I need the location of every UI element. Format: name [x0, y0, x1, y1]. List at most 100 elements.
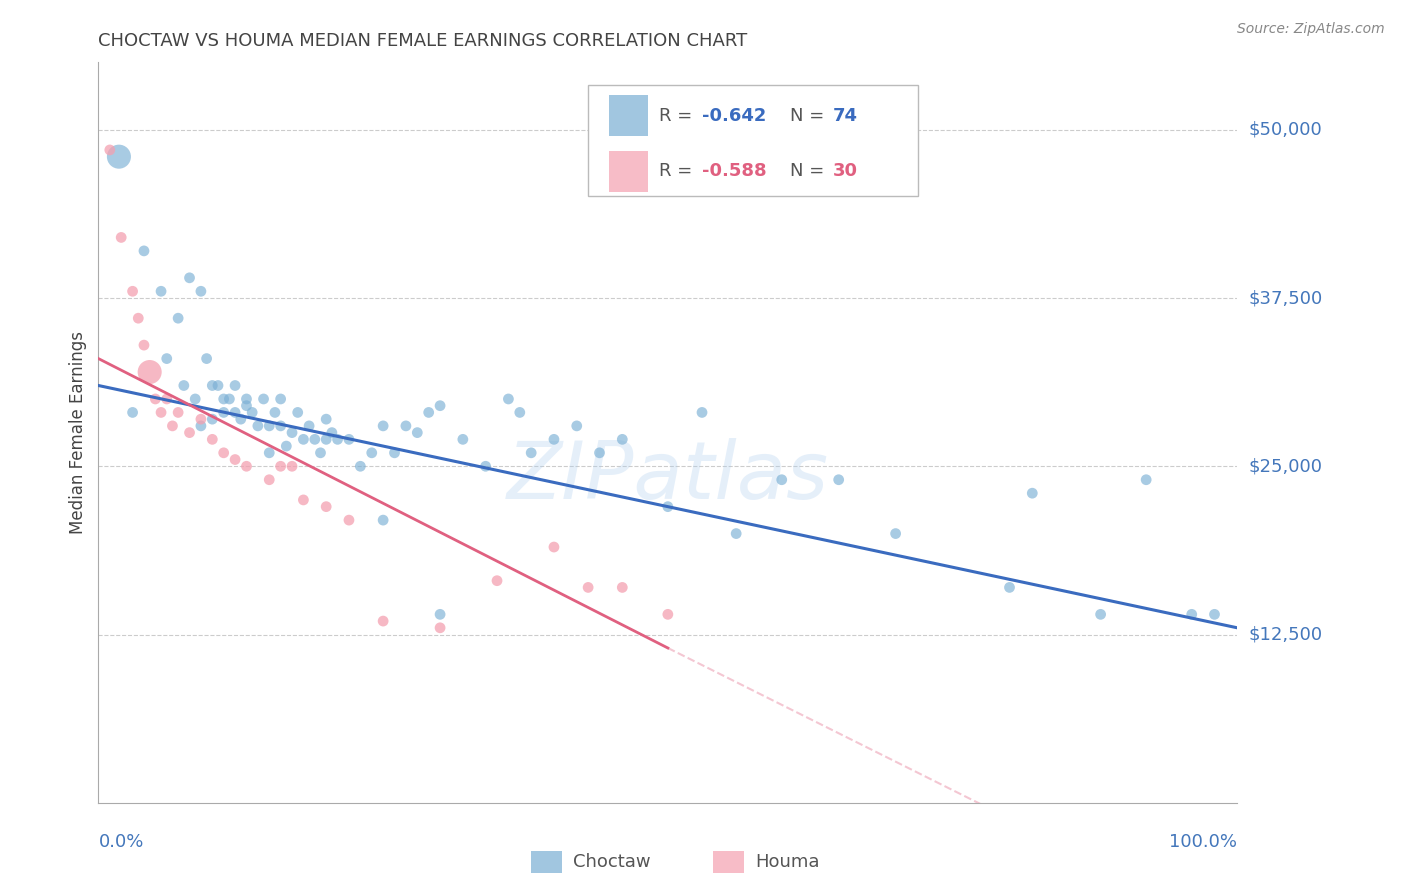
- Point: [321, 425, 343, 440]
- Point: [292, 433, 315, 447]
- Point: [395, 418, 418, 433]
- Point: [371, 513, 394, 527]
- Point: [292, 492, 315, 507]
- Point: [167, 311, 190, 326]
- Point: [138, 365, 160, 379]
- Point: [201, 412, 224, 426]
- Point: [108, 150, 131, 164]
- Point: [167, 405, 190, 419]
- Point: [690, 405, 713, 419]
- Point: [770, 473, 793, 487]
- Text: $25,000: $25,000: [1249, 458, 1323, 475]
- Point: [173, 378, 195, 392]
- Point: [612, 581, 634, 595]
- Point: [474, 459, 496, 474]
- Point: [406, 425, 429, 440]
- Point: [121, 285, 143, 299]
- Point: [543, 540, 565, 554]
- Point: [371, 418, 394, 433]
- Point: [315, 412, 337, 426]
- Point: [287, 405, 309, 419]
- Point: [1090, 607, 1112, 622]
- Point: [498, 392, 520, 406]
- Point: [132, 338, 155, 352]
- Point: [429, 607, 451, 622]
- Point: [259, 418, 281, 433]
- Point: [429, 621, 451, 635]
- Text: -0.642: -0.642: [702, 107, 766, 125]
- Y-axis label: Median Female Earnings: Median Female Earnings: [69, 331, 87, 534]
- Point: [270, 459, 292, 474]
- Point: [576, 581, 599, 595]
- Point: [281, 459, 304, 474]
- Point: [110, 230, 132, 244]
- Text: N =: N =: [790, 162, 830, 180]
- Point: [121, 405, 143, 419]
- Point: [326, 433, 349, 447]
- Point: [588, 446, 610, 460]
- Text: ZIPatlas: ZIPatlas: [506, 438, 830, 516]
- Point: [212, 446, 235, 460]
- Point: [190, 418, 212, 433]
- Text: 30: 30: [832, 162, 858, 180]
- Point: [162, 418, 184, 433]
- Point: [235, 459, 257, 474]
- Point: [337, 513, 360, 527]
- Point: [184, 392, 207, 406]
- Text: R =: R =: [659, 107, 697, 125]
- FancyBboxPatch shape: [713, 851, 744, 873]
- Point: [259, 446, 281, 460]
- FancyBboxPatch shape: [609, 95, 648, 136]
- Point: [224, 405, 246, 419]
- Point: [190, 412, 212, 426]
- Point: [190, 285, 212, 299]
- Point: [884, 526, 907, 541]
- Point: [264, 405, 287, 419]
- Point: [259, 473, 281, 487]
- FancyBboxPatch shape: [588, 85, 918, 195]
- Point: [429, 399, 451, 413]
- Point: [309, 446, 332, 460]
- Text: 0.0%: 0.0%: [98, 833, 143, 851]
- Point: [998, 581, 1021, 595]
- Text: $37,500: $37,500: [1249, 289, 1323, 307]
- Point: [657, 500, 679, 514]
- Point: [1021, 486, 1043, 500]
- Point: [235, 399, 257, 413]
- Point: [246, 418, 269, 433]
- Point: [451, 433, 474, 447]
- Point: [179, 270, 201, 285]
- Point: [212, 405, 235, 419]
- Text: 100.0%: 100.0%: [1170, 833, 1237, 851]
- Text: Houma: Houma: [755, 853, 820, 871]
- Point: [565, 418, 588, 433]
- Point: [657, 607, 679, 622]
- Text: 74: 74: [832, 107, 858, 125]
- Point: [224, 452, 246, 467]
- Point: [315, 433, 337, 447]
- Point: [145, 392, 167, 406]
- Text: Source: ZipAtlas.com: Source: ZipAtlas.com: [1237, 22, 1385, 37]
- Point: [520, 446, 543, 460]
- Point: [270, 392, 292, 406]
- Point: [156, 392, 179, 406]
- Point: [828, 473, 851, 487]
- Point: [218, 392, 240, 406]
- Text: -0.588: -0.588: [702, 162, 766, 180]
- Point: [509, 405, 531, 419]
- Point: [384, 446, 406, 460]
- Point: [276, 439, 298, 453]
- Point: [1204, 607, 1226, 622]
- Text: CHOCTAW VS HOUMA MEDIAN FEMALE EARNINGS CORRELATION CHART: CHOCTAW VS HOUMA MEDIAN FEMALE EARNINGS …: [98, 32, 748, 50]
- Point: [1181, 607, 1204, 622]
- Point: [240, 405, 263, 419]
- Point: [612, 433, 634, 447]
- Point: [360, 446, 382, 460]
- Point: [281, 425, 304, 440]
- Point: [201, 378, 224, 392]
- Text: N =: N =: [790, 107, 830, 125]
- Point: [543, 433, 565, 447]
- Point: [127, 311, 149, 326]
- Point: [371, 614, 394, 628]
- Text: Choctaw: Choctaw: [574, 853, 651, 871]
